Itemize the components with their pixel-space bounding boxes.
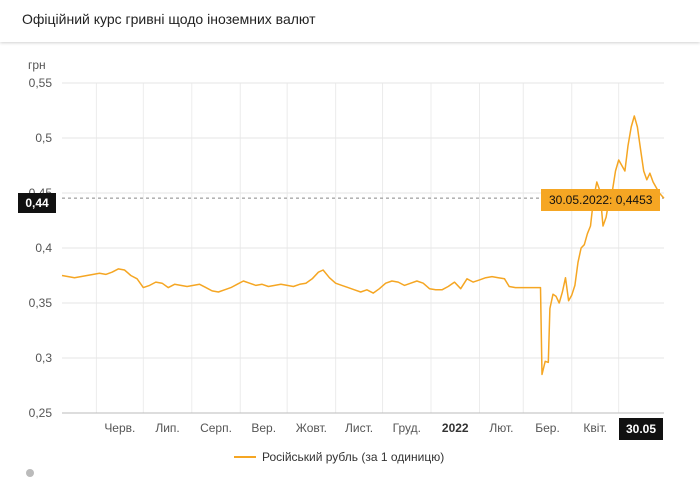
x-tick-label: Жовт. [296, 421, 327, 435]
y-tick-label: 0,5 [35, 131, 52, 145]
page-header: Офіційний курс гривні щодо іноземних вал… [0, 0, 700, 42]
y-tick-label: 0,35 [29, 296, 53, 310]
x-tick-label: Серп. [200, 421, 232, 435]
legend-label-rub: Російський рубль (за 1 одиницю) [262, 450, 445, 464]
y-tick-label: 0,4 [35, 241, 52, 255]
x-tick-label: Квіт. [583, 421, 607, 435]
x-tick-label: Черв. [104, 421, 135, 435]
y-tick-label: 0,55 [29, 76, 53, 90]
x-axis: Черв. Лип. Серп. Вер. Жовт. Лист. Груд. 2022 Лют… [104, 421, 607, 435]
chart-legend[interactable]: Російський рубль (за 1 одиницю) [234, 449, 444, 465]
legend-swatch [234, 456, 256, 458]
x-tick-label: Груд. [393, 421, 421, 435]
page-title: Офіційний курс гривні щодо іноземних вал… [22, 11, 316, 27]
y-tick-label: 0,3 [35, 351, 52, 365]
x-tick-label: 2022 [442, 421, 469, 435]
crosshair-y-label: 0,44 [18, 193, 56, 213]
data-tooltip: 30.05.2022: 0,4453 [541, 189, 661, 211]
crosshair-x-label: 30.05 [619, 418, 663, 440]
x-tick-label: Вер. [251, 421, 276, 435]
x-tick-label: Лип. [155, 421, 179, 435]
y-axis: 0,550,50,450,40,350,30,25 [29, 76, 53, 420]
y-axis-unit-label: грн [28, 58, 46, 72]
series-line-rub [61, 115, 665, 376]
x-tick-label: Лист. [345, 421, 373, 435]
x-tick-label: Лют. [489, 421, 513, 435]
x-tick-label: Бер. [535, 421, 560, 435]
chart-grid [62, 82, 664, 414]
y-tick-label: 0,25 [29, 406, 53, 420]
status-dot [26, 469, 34, 477]
